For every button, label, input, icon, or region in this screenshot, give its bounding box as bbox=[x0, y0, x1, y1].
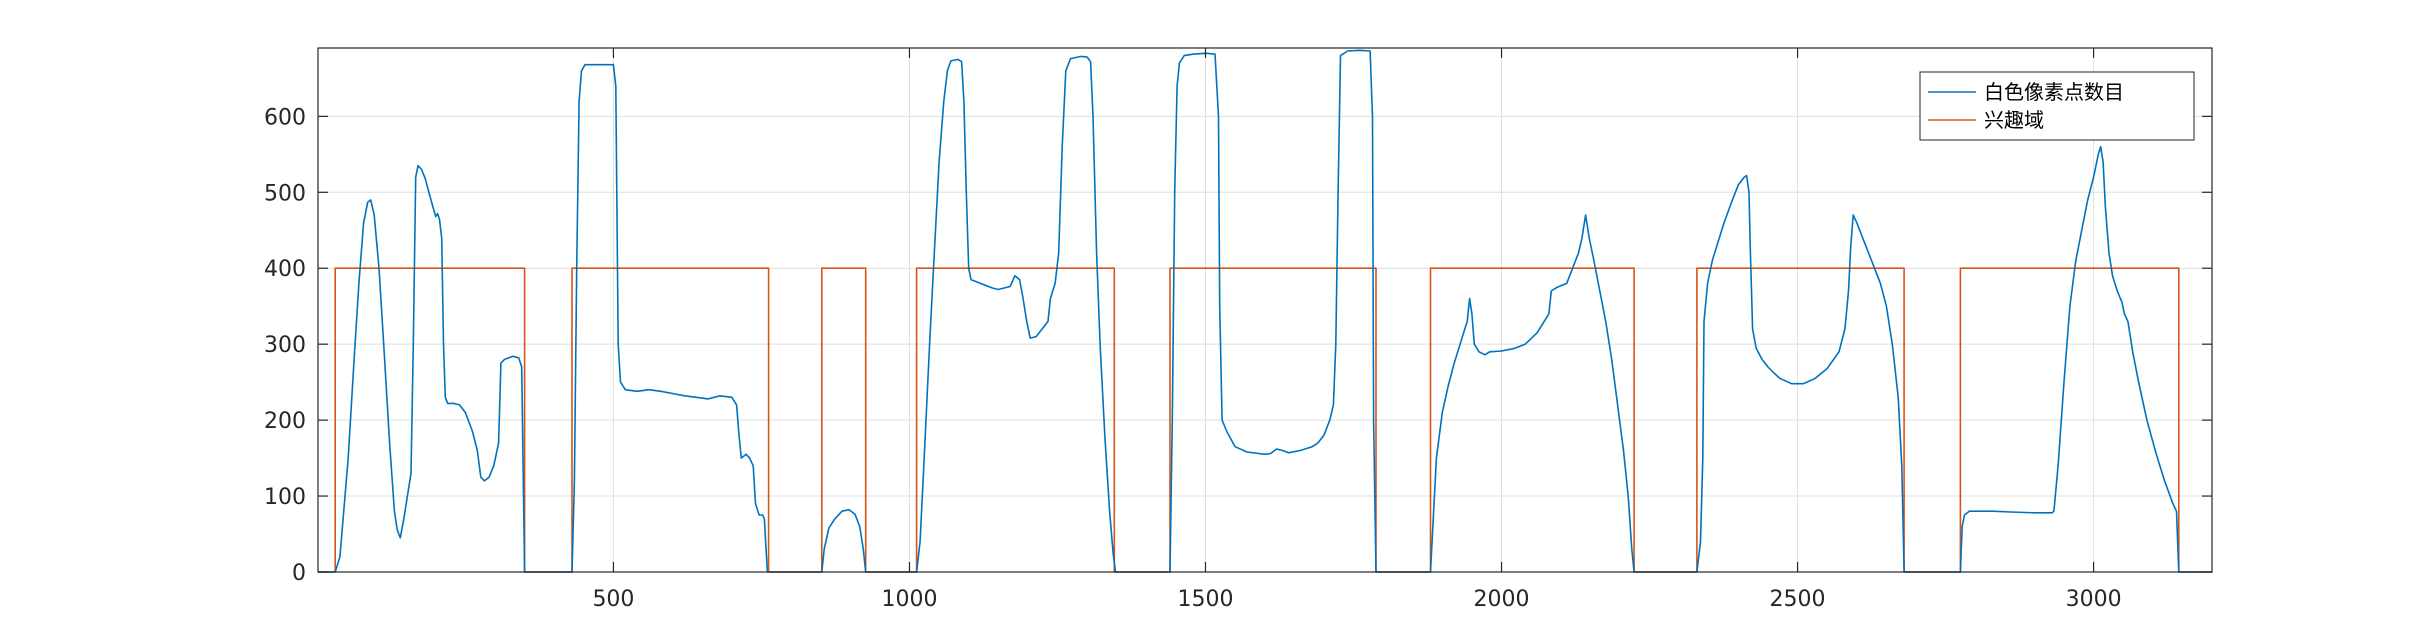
y-tick-label: 600 bbox=[264, 105, 306, 130]
x-tick-label: 3000 bbox=[2066, 587, 2122, 612]
y-tick-label: 500 bbox=[264, 181, 306, 206]
x-tick-label: 2000 bbox=[1474, 587, 1530, 612]
series-line-1 bbox=[318, 49, 2212, 573]
x-tick-label: 2500 bbox=[1770, 587, 1826, 612]
y-tick-label: 400 bbox=[264, 257, 306, 282]
y-tick-label: 100 bbox=[264, 485, 306, 510]
y-tick-label: 200 bbox=[264, 409, 306, 434]
x-tick-label: 500 bbox=[592, 587, 634, 612]
axis-ticks: 500 1000 1500 2000 2500 3000 0 100 200 300 400 500 6… bbox=[264, 48, 2212, 612]
legend-box bbox=[1919, 71, 2195, 141]
y-tick-label: 0 bbox=[292, 561, 306, 586]
legend-label: 白色像素点数目 bbox=[1984, 80, 2124, 104]
x-tick-label: 1500 bbox=[1177, 587, 1233, 612]
y-tick-label: 300 bbox=[264, 333, 306, 358]
axes-box bbox=[317, 47, 2213, 573]
plot-area bbox=[318, 48, 2212, 572]
x-tick-label: 1000 bbox=[881, 587, 937, 612]
legend-label: 兴趣域 bbox=[1984, 108, 2044, 132]
